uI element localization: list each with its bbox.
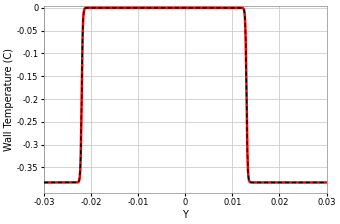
Y-axis label: Wall Temperature (C): Wall Temperature (C) — [4, 47, 14, 151]
X-axis label: Y: Y — [182, 210, 188, 220]
